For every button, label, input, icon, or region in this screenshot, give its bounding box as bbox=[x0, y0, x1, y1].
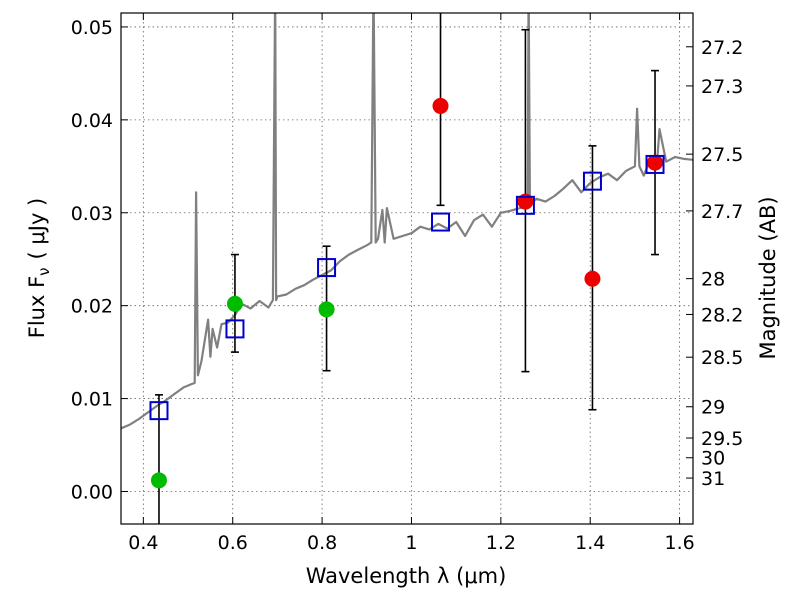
model-square bbox=[149, 401, 169, 421]
model-square bbox=[645, 154, 665, 174]
x-tick-label: 0.4 bbox=[128, 532, 158, 554]
x-tick-label: 1.6 bbox=[664, 532, 694, 554]
x-tick-label: 0.8 bbox=[307, 532, 337, 554]
axes: 0.4 0.6 0.8 1 1.2 1.4 1.6 0.00 0.01 0.02 0.03 0.04 0… bbox=[71, 13, 743, 554]
y-tick-label: 0.02 bbox=[71, 296, 113, 318]
red-data-point bbox=[584, 270, 601, 287]
x-tick-label: 1 bbox=[405, 532, 417, 554]
red-data-point bbox=[647, 154, 664, 171]
plot-frame bbox=[120, 12, 694, 525]
x-tick-label: 1.4 bbox=[575, 532, 605, 554]
model-square bbox=[431, 212, 451, 232]
green-data-point bbox=[226, 295, 243, 312]
right-tick-label: 28.2 bbox=[701, 304, 743, 326]
red-data-point bbox=[432, 97, 449, 114]
y-axis-label-right: Magnitude (AB) bbox=[756, 196, 780, 359]
y-label-unit: ( μJy ) bbox=[25, 198, 49, 260]
right-tick-label: 27.3 bbox=[701, 76, 743, 98]
right-tick-label: 30 bbox=[701, 448, 725, 470]
y-tick-label: 0.03 bbox=[71, 203, 113, 225]
green-data-point bbox=[150, 472, 167, 489]
model-square bbox=[225, 319, 245, 339]
right-tick-label: 28.5 bbox=[701, 347, 743, 369]
right-tick-label: 29.5 bbox=[701, 428, 743, 450]
green-data-point bbox=[318, 301, 335, 318]
plot-area bbox=[121, 13, 693, 524]
x-tick-label: 0.6 bbox=[218, 532, 248, 554]
y-label-text: Flux F bbox=[25, 276, 49, 338]
model-square bbox=[317, 258, 337, 278]
right-tick-label: 28 bbox=[701, 269, 725, 291]
y-tick-label: 0.05 bbox=[71, 17, 113, 39]
y-label-subscript: ν bbox=[35, 267, 53, 275]
spectrum-line bbox=[121, 13, 693, 430]
right-tick-label: 27.5 bbox=[701, 144, 743, 166]
right-tick-label: 27.7 bbox=[701, 201, 743, 223]
model-square bbox=[515, 195, 535, 215]
y-axis-label-left: Flux Fν ( μJy ) bbox=[25, 198, 53, 339]
right-tick-label: 27.2 bbox=[701, 37, 743, 59]
x-axis-label: Wavelength λ (μm) bbox=[306, 564, 507, 588]
y-tick-label: 0.00 bbox=[71, 481, 113, 503]
x-tick-label: 1.2 bbox=[486, 532, 516, 554]
right-tick-label: 29 bbox=[701, 397, 725, 419]
model-square bbox=[582, 171, 602, 191]
right-tick-label: 31 bbox=[701, 468, 725, 490]
y-tick-label: 0.01 bbox=[71, 389, 113, 411]
y-tick-label: 0.04 bbox=[71, 110, 113, 132]
svg-text:Flux Fν( μJy ): Flux Fν ( μJy ) bbox=[25, 198, 53, 339]
grid bbox=[121, 13, 693, 524]
